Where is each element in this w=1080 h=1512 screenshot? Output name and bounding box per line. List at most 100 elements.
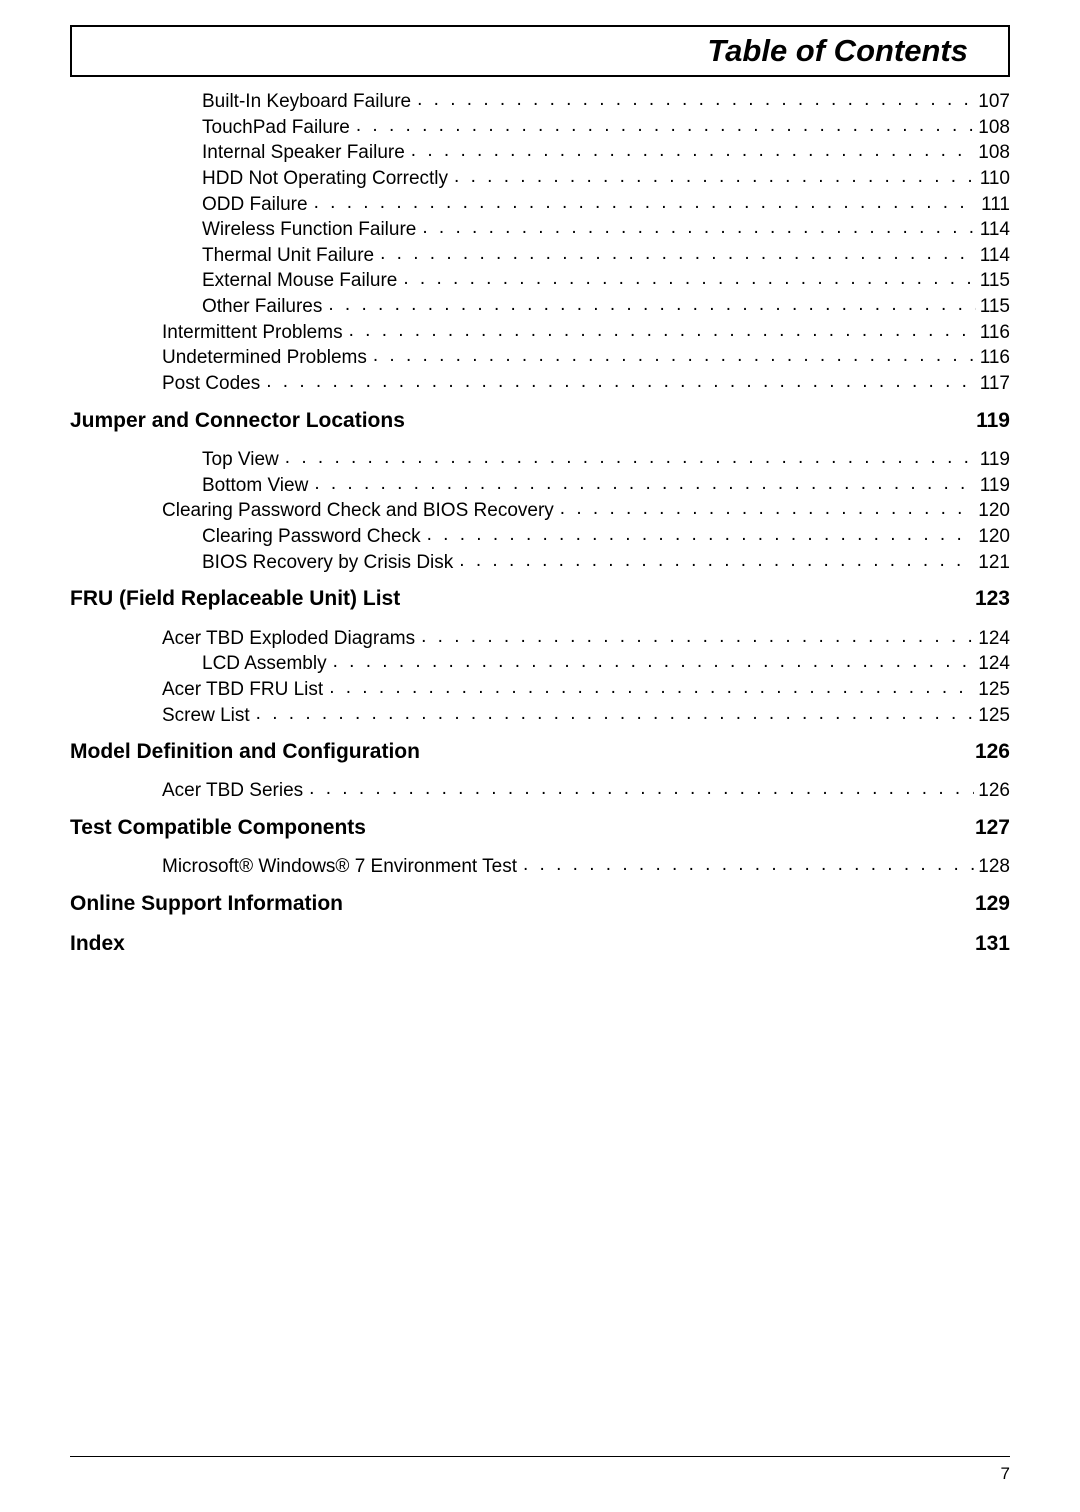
toc-label: Microsoft® Windows® 7 Environment Test <box>162 854 517 880</box>
toc-page-number: 124 <box>978 626 1010 652</box>
toc-label: TouchPad Failure <box>202 115 350 141</box>
toc-dot-leader: . . . . . . . . . . . . . . . . . . . . … <box>333 649 975 675</box>
toc-dot-leader: . . . . . . . . . . . . . . . . . . . . … <box>314 190 978 216</box>
toc-entry-row: ODD Failure. . . . . . . . . . . . . . .… <box>70 192 1010 218</box>
toc-label: Online Support Information <box>70 890 343 918</box>
toc-page-number: 114 <box>980 243 1010 269</box>
toc-page-number: 124 <box>978 651 1010 677</box>
toc-entry-row: Other Failures. . . . . . . . . . . . . … <box>70 294 1010 320</box>
toc-entry-row: Microsoft® Windows® 7 Environment Test. … <box>70 854 1010 880</box>
toc-dot-leader: . . . . . . . . . . . . . . . . . . . . … <box>560 496 975 522</box>
toc-page-number: 125 <box>978 677 1010 703</box>
toc-label: Acer TBD Exploded Diagrams <box>162 626 415 652</box>
toc-entry-row: Top View. . . . . . . . . . . . . . . . … <box>70 447 1010 473</box>
toc-label: FRU (Field Replaceable Unit) List <box>70 585 400 613</box>
toc-label: Thermal Unit Failure <box>202 243 374 269</box>
toc-dot-leader: . . . . . . . . . . . . . . . . . . . . … <box>266 369 975 395</box>
toc-page-number: 127 <box>975 814 1010 842</box>
toc-dot-leader: . . . . . . . . . . . . . . . . . . . . … <box>349 318 976 344</box>
toc-entry-row: Clearing Password Check. . . . . . . . .… <box>70 524 1010 550</box>
toc-dot-leader: . . . . . . . . . . . . . . . . . . . . … <box>356 113 974 139</box>
toc-entry-row: BIOS Recovery by Crisis Disk. . . . . . … <box>70 550 1010 576</box>
toc-label: Acer TBD Series <box>162 778 303 804</box>
title-box: Table of Contents <box>70 25 1010 77</box>
toc-dot-leader: . . . . . . . . . . . . . . . . . . . . … <box>309 776 974 802</box>
toc-dot-leader: . . . . . . . . . . . . . . . . . . . . … <box>422 215 975 241</box>
toc-page-number: 120 <box>978 498 1010 524</box>
toc-dot-leader: . . . . . . . . . . . . . . . . . . . . … <box>523 852 974 878</box>
toc-label: BIOS Recovery by Crisis Disk <box>202 550 453 576</box>
toc-section-row: Jumper and Connector Locations. . . . . … <box>70 407 1010 435</box>
toc-page-number: 131 <box>975 930 1010 958</box>
toc-section-row: FRU (Field Replaceable Unit) List. . . .… <box>70 585 1010 613</box>
toc-entry-row: External Mouse Failure. . . . . . . . . … <box>70 268 1010 294</box>
toc-entry-row: Acer TBD Exploded Diagrams. . . . . . . … <box>70 626 1010 652</box>
toc-label: Built-In Keyboard Failure <box>202 89 411 115</box>
toc-dot-leader: . . . . . . . . . . . . . . . . . . . . … <box>403 266 975 292</box>
toc-page-number: 117 <box>980 371 1010 397</box>
toc-entry-row: Undetermined Problems. . . . . . . . . .… <box>70 345 1010 371</box>
toc-dot-leader: . . . . . . . . . . . . . . . . . . . . … <box>427 522 975 548</box>
toc-page-number: 119 <box>976 407 1010 435</box>
toc-page-number: 126 <box>975 738 1010 766</box>
toc-label: Internal Speaker Failure <box>202 140 405 166</box>
toc-section-row: Index. . . . . . . . . . . . . . . . . .… <box>70 930 1010 958</box>
toc-label: External Mouse Failure <box>202 268 397 294</box>
toc-entry-row: Built-In Keyboard Failure. . . . . . . .… <box>70 89 1010 115</box>
toc-dot-leader: . . . . . . . . . . . . . . . . . . . . … <box>421 624 974 650</box>
toc-label: Other Failures <box>202 294 322 320</box>
toc-dot-leader: . . . . . . . . . . . . . . . . . . . . … <box>285 445 976 471</box>
toc-label: Jumper and Connector Locations <box>70 407 405 435</box>
toc-dot-leader: . . . . . . . . . . . . . . . . . . . . … <box>329 675 974 701</box>
toc-entry-row: LCD Assembly. . . . . . . . . . . . . . … <box>70 651 1010 677</box>
toc-label: ODD Failure <box>202 192 308 218</box>
toc-dot-leader: . . . . . . . . . . . . . . . . . . . . … <box>314 471 975 497</box>
toc-page-number: 129 <box>975 890 1010 918</box>
toc-section-row: Test Compatible Components. . . . . . . … <box>70 814 1010 842</box>
toc-entry-row: Wireless Function Failure. . . . . . . .… <box>70 217 1010 243</box>
toc-dot-leader: . . . . . . . . . . . . . . . . . . . . … <box>373 343 976 369</box>
toc-dot-leader: . . . . . . . . . . . . . . . . . . . . … <box>256 701 975 727</box>
toc-label: Undetermined Problems <box>162 345 367 371</box>
toc-entry-row: Post Codes. . . . . . . . . . . . . . . … <box>70 371 1010 397</box>
toc-label: Test Compatible Components <box>70 814 366 842</box>
toc-dot-leader: . . . . . . . . . . . . . . . . . . . . … <box>417 87 974 113</box>
toc-dot-leader: . . . . . . . . . . . . . . . . . . . . … <box>380 241 976 267</box>
page-title: Table of Contents <box>707 33 968 69</box>
footer-page-number: 7 <box>1001 1464 1010 1484</box>
toc-label: Bottom View <box>202 473 308 499</box>
toc-section-row: Online Support Information. . . . . . . … <box>70 890 1010 918</box>
toc-page-number: 119 <box>980 473 1010 499</box>
table-of-contents: Built-In Keyboard Failure. . . . . . . .… <box>70 89 1010 959</box>
toc-label: Top View <box>202 447 279 473</box>
toc-page-number: 128 <box>978 854 1010 880</box>
toc-entry-row: Thermal Unit Failure. . . . . . . . . . … <box>70 243 1010 269</box>
toc-dot-leader: . . . . . . . . . . . . . . . . . . . . … <box>411 138 975 164</box>
toc-page-number: 116 <box>980 345 1010 371</box>
toc-entry-row: Clearing Password Check and BIOS Recover… <box>70 498 1010 524</box>
toc-entry-row: Intermittent Problems. . . . . . . . . .… <box>70 320 1010 346</box>
toc-page-number: 114 <box>980 217 1010 243</box>
toc-label: Acer TBD FRU List <box>162 677 323 703</box>
toc-page-number: 115 <box>980 294 1010 320</box>
toc-entry-row: Internal Speaker Failure. . . . . . . . … <box>70 140 1010 166</box>
toc-page-number: 111 <box>981 192 1010 218</box>
toc-entry-row: HDD Not Operating Correctly. . . . . . .… <box>70 166 1010 192</box>
toc-page-number: 115 <box>980 268 1010 294</box>
toc-page-number: 108 <box>978 140 1010 166</box>
toc-entry-row: TouchPad Failure. . . . . . . . . . . . … <box>70 115 1010 141</box>
toc-label: Index <box>70 930 125 958</box>
toc-label: LCD Assembly <box>202 651 327 677</box>
toc-page-number: 107 <box>978 89 1010 115</box>
page: Table of Contents Built-In Keyboard Fail… <box>0 0 1080 1512</box>
toc-page-number: 121 <box>978 550 1010 576</box>
toc-label: Screw List <box>162 703 250 729</box>
toc-page-number: 125 <box>978 703 1010 729</box>
toc-label: Post Codes <box>162 371 260 397</box>
toc-page-number: 119 <box>980 447 1010 473</box>
toc-page-number: 116 <box>980 320 1010 346</box>
toc-page-number: 110 <box>980 166 1010 192</box>
toc-dot-leader: . . . . . . . . . . . . . . . . . . . . … <box>454 164 976 190</box>
toc-entry-row: Acer TBD Series. . . . . . . . . . . . .… <box>70 778 1010 804</box>
toc-label: Wireless Function Failure <box>202 217 416 243</box>
